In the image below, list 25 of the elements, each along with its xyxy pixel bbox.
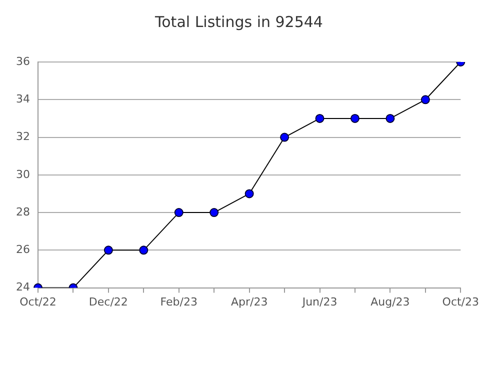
x-tick-label: Oct/23 <box>442 295 480 308</box>
point <box>386 114 395 123</box>
point <box>139 246 148 255</box>
y-tick-label: 28 <box>16 205 30 218</box>
chart-title: Total Listings in 92544 <box>154 12 323 31</box>
point <box>280 132 290 142</box>
y-tick-label: 24 <box>16 280 30 294</box>
y-tick-label: 34 <box>16 92 30 106</box>
point <box>420 95 430 104</box>
x-tick-label: Apr/23 <box>230 295 268 308</box>
y-tick-label: 32 <box>16 130 30 144</box>
x-tick-label: Dec/22 <box>88 295 128 308</box>
x-tick-label: Feb/23 <box>160 295 198 308</box>
point <box>244 189 254 198</box>
x-tick-label: Oct/22 <box>20 295 56 308</box>
y-tick-label: 30 <box>16 168 30 181</box>
x-tick-label: Aug/23 <box>370 295 410 308</box>
y-tick-label: 26 <box>16 243 30 256</box>
point <box>315 114 324 123</box>
x-tick-label: Jun/23 <box>301 295 338 308</box>
point <box>104 246 113 255</box>
y-tick-label: 36 <box>16 54 30 68</box>
point <box>174 208 184 218</box>
point <box>350 114 360 123</box>
point <box>210 208 219 218</box>
